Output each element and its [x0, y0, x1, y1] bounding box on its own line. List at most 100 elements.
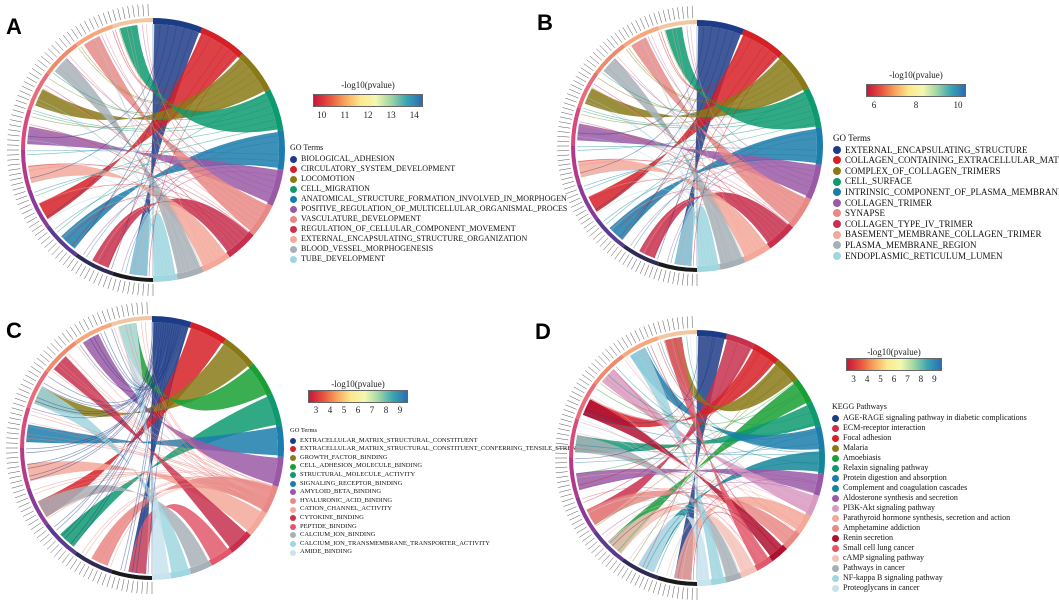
- gene-label-tick: [589, 228, 600, 237]
- chord-link: [581, 487, 758, 565]
- chord-link: [686, 336, 811, 426]
- chord-link: [690, 26, 802, 205]
- legend-swatch-icon: [290, 463, 296, 470]
- term-arc: [815, 425, 825, 451]
- legend-item: SIGNALING_RECEPTOR_BINDING: [290, 480, 589, 489]
- chord-link: [575, 443, 819, 463]
- gene-label-tick: [639, 18, 646, 30]
- chord-link: [600, 367, 780, 418]
- chord-link: [111, 322, 162, 388]
- gene-label-tick: [30, 366, 42, 374]
- chord-link: [114, 29, 204, 92]
- chord-link: [686, 26, 814, 177]
- chord-ribbon: [118, 322, 169, 574]
- gene-label-tick: [93, 16, 99, 28]
- gene-label-tick: [44, 239, 54, 248]
- colorbar-c: [308, 390, 408, 403]
- gene-label-tick: [26, 216, 38, 224]
- chord-link: [577, 26, 705, 135]
- legend-swatch-icon: [290, 195, 297, 203]
- gene-arc: [622, 244, 660, 266]
- gene-arc: [26, 487, 49, 526]
- legend-label: Focal adhesion: [843, 433, 892, 442]
- gene-label-tick: [43, 537, 53, 546]
- gene-label-tick: [131, 303, 134, 316]
- gene-label-tick: [556, 437, 569, 441]
- term-arc: [222, 338, 254, 368]
- gene-label-tick: [9, 173, 22, 176]
- chord-link: [26, 324, 176, 450]
- gene-label-tick: [601, 554, 611, 564]
- gene-label-tick: [576, 382, 587, 390]
- gene-label-tick: [25, 374, 37, 382]
- legend-label: CELL_MIGRATION: [301, 184, 370, 193]
- gene-label-tick: [9, 124, 22, 127]
- gene-arc: [74, 322, 113, 345]
- chord-ribbon: [83, 35, 267, 231]
- legend-item: EXTERNAL_ENCAPSULATING_STRUCTURE_ORGANIZ…: [290, 234, 567, 244]
- legend-item: PEPTIDE_BINDING: [290, 523, 589, 532]
- chord-link: [103, 323, 170, 388]
- gene-arc: [577, 71, 599, 109]
- chord-link: [29, 124, 231, 250]
- term-arc: [724, 572, 742, 583]
- gene-label-tick: [137, 283, 140, 296]
- gene-label-tick: [37, 232, 48, 241]
- gene-label-tick: [657, 321, 662, 334]
- gene-arc: [20, 448, 31, 489]
- legend-label: Pathways in cancer: [843, 563, 905, 572]
- legend-item: AMIDE_BINDING: [290, 548, 589, 557]
- legend-item: CELL_ADHESION_MOLECULE_BINDING: [290, 462, 589, 471]
- legend-swatch-icon: [290, 245, 297, 253]
- term-arc: [782, 530, 801, 550]
- legend-item: COLLAGEN_TRIMER: [833, 198, 1059, 209]
- gene-label-tick: [98, 274, 104, 286]
- chord-link: [671, 28, 750, 255]
- legend-label: STRUCTURAL_MOLECULE_ACTIVITY: [300, 470, 416, 478]
- chord-link: [607, 374, 815, 435]
- gene-label-tick: [34, 63, 45, 72]
- gene-label-tick: [569, 395, 581, 402]
- gene-label-tick: [580, 217, 592, 225]
- gene-label-tick: [83, 566, 90, 578]
- term-arc: [228, 531, 251, 553]
- gene-label-tick: [569, 514, 581, 521]
- legend-item: Amoebiasis: [832, 453, 1027, 463]
- chord-link: [657, 31, 735, 260]
- gene-label-tick: [567, 400, 579, 406]
- legend-swatch-icon: [290, 498, 296, 505]
- legend-label: LOCOMOTION: [301, 174, 355, 183]
- gene-label-tick: [70, 326, 78, 338]
- legend-b: GO Terms EXTERNAL_ENCAPSULATING_STRUCTURE…: [833, 133, 1059, 261]
- gene-label-tick: [569, 88, 581, 95]
- gene-label-tick: [682, 273, 684, 286]
- chord-link: [664, 30, 804, 109]
- gene-label-tick: [40, 55, 51, 65]
- legend-swatch-icon: [290, 446, 296, 453]
- chord-link: [609, 432, 817, 544]
- gene-label-tick: [630, 572, 637, 584]
- gene-label-tick: [50, 342, 60, 352]
- chord-link: [574, 337, 716, 460]
- legend-label: COLLAGEN_CONTAINING_EXTRACELLULAR_MATRIX: [845, 155, 1059, 166]
- gene-label-tick: [562, 181, 575, 185]
- legend-item: ENDOPLASMIC_RETICULUM_LUMEN: [833, 251, 1059, 262]
- colorbar-tick: 5: [341, 405, 347, 415]
- chord-link: [625, 48, 788, 103]
- gene-label-tick: [131, 580, 134, 593]
- gene-label-tick: [7, 427, 20, 430]
- term-arc: [769, 544, 788, 562]
- gene-label-tick: [79, 265, 87, 277]
- gene-label-tick: [6, 461, 19, 464]
- gene-label-tick: [107, 11, 112, 23]
- term-arc: [697, 20, 745, 35]
- gene-label-tick: [560, 116, 572, 120]
- legend-item: CALCIUM_ION_TRANSMEMBRANE_TRANSPORTER_AC…: [290, 540, 589, 549]
- chord-ribbon: [35, 58, 265, 121]
- colorbar-tick: 7: [369, 405, 375, 415]
- gene-label-tick: [569, 197, 581, 204]
- colorbar-tick: 13: [386, 110, 396, 120]
- gene-label-tick: [635, 260, 642, 272]
- term-arc: [189, 560, 212, 575]
